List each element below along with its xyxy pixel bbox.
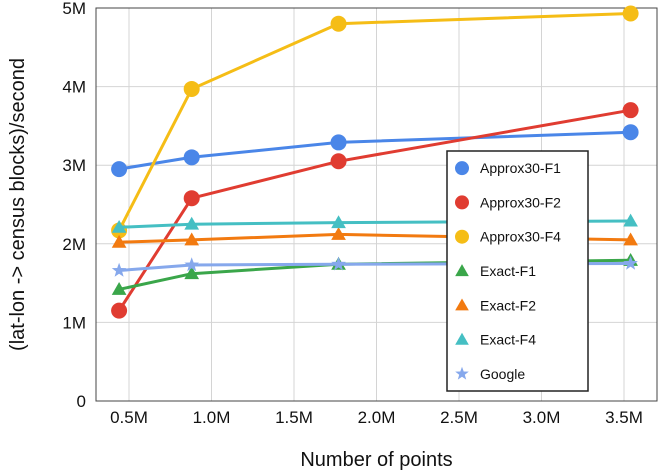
x-tick-label: 1.5M — [275, 408, 313, 427]
legend-label-google: Google — [480, 366, 525, 382]
data-point-approx30-f4 — [622, 5, 639, 22]
x-tick-label: 1.0M — [193, 408, 231, 427]
plot-area — [95, 7, 658, 402]
data-point-approx30-f1 — [183, 149, 200, 166]
data-point-exact-f1 — [111, 282, 127, 295]
y-tick-label: 0 — [77, 392, 86, 411]
series-line-approx30-f1 — [118, 130, 631, 171]
data-point-google — [623, 255, 638, 270]
data-point-approx30-f1 — [330, 134, 347, 151]
y-tick-label: 5M — [62, 0, 86, 18]
y-tick-label: 1M — [62, 313, 86, 332]
data-point-exact-f4 — [184, 216, 200, 230]
legend-marker-approx30-f1 — [455, 161, 469, 176]
legend-label-approx30-f4: Approx30-F4 — [480, 229, 561, 245]
legend-label-approx30-f1: Approx30-F1 — [480, 160, 561, 176]
data-point-approx30-f1 — [111, 161, 128, 178]
series-approx30-f1 — [111, 124, 639, 178]
legend-marker-exact-f1 — [455, 264, 469, 277]
data-point-google — [331, 256, 346, 271]
series-approx30-f4 — [111, 5, 639, 239]
legend-label-exact-f2: Exact-F2 — [480, 297, 536, 313]
data-point-google — [184, 257, 199, 272]
data-point-approx30-f2 — [183, 190, 200, 207]
legend-marker-exact-f2 — [455, 298, 469, 311]
data-point-approx30-f2 — [330, 153, 347, 170]
legend-marker-approx30-f4 — [455, 229, 469, 244]
x-tick-label: 2.5M — [440, 408, 478, 427]
legend-marker-approx30-f2 — [455, 195, 469, 210]
data-point-exact-f4 — [111, 219, 127, 233]
y-tick-label: 4M — [62, 78, 86, 97]
legend-box — [446, 150, 589, 392]
legend-label-approx30-f2: Approx30-F2 — [480, 194, 561, 210]
tick-labels: 0 1M 2M 3M 4M 5M 0.5M 1.0M 1.5M 2.0M 2.5M 3.0M 3.5M — [62, 0, 643, 427]
legend-label-exact-f1: Exact-F1 — [480, 263, 536, 279]
data-point-exact-f2 — [184, 232, 200, 246]
data-point-approx30-f4 — [183, 80, 200, 97]
legend-label-exact-f4: Exact-F4 — [480, 332, 536, 348]
x-tick-label: 0.5M — [110, 408, 148, 427]
data-point-exact-f2 — [623, 232, 638, 246]
x-tick-label: 2.0M — [358, 408, 396, 427]
data-point-approx30-f2 — [111, 302, 128, 319]
x-tick-label: 3.0M — [523, 408, 561, 427]
legend-marker-google — [455, 366, 469, 380]
y-tick-label: 2M — [62, 235, 86, 254]
data-point-exact-f4 — [623, 213, 638, 227]
data-point-exact-f4 — [331, 215, 346, 229]
data-point-approx30-f4 — [330, 15, 347, 32]
series-layer — [111, 5, 639, 319]
series-line-approx30-f2 — [117, 108, 631, 312]
y-axis-title: (lat-lon -> census blocks)/second — [7, 58, 29, 351]
series-line-approx30-f4 — [117, 12, 631, 232]
y-tick-label: 3M — [62, 156, 86, 175]
data-point-exact-f2 — [111, 234, 127, 248]
series-approx30-f2 — [111, 102, 639, 319]
data-point-exact-f2 — [331, 227, 346, 240]
data-point-approx30-f1 — [622, 124, 639, 141]
data-point-google — [111, 262, 127, 277]
legend: Approx30-F1 Approx30-F2 Approx30-F4 Exact-F… — [446, 150, 589, 392]
legend-marker-exact-f4 — [455, 332, 469, 345]
data-point-approx30-f2 — [622, 102, 639, 119]
x-tick-label: 3.5M — [605, 408, 643, 427]
x-axis-title: Number of points — [300, 449, 452, 471]
data-point-exact-f1 — [184, 266, 200, 280]
